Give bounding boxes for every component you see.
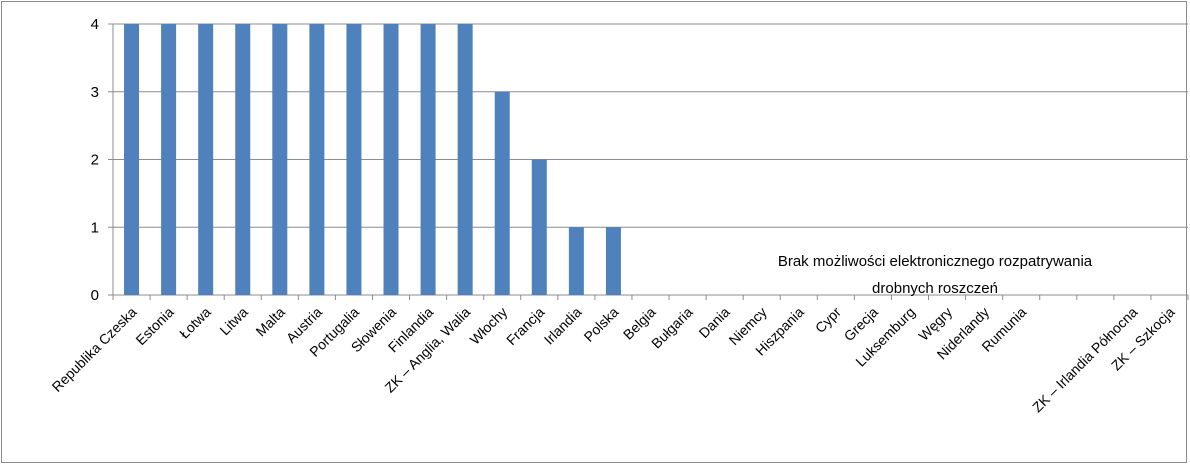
bar	[420, 24, 436, 295]
bar	[124, 24, 140, 295]
x-tick-label: Łotwa	[176, 304, 214, 342]
x-tick-label: Cypr	[812, 304, 844, 336]
x-tick-label: Irlandia	[541, 304, 585, 348]
x-tick-label: Bułgaria	[648, 304, 696, 352]
bar	[272, 24, 288, 295]
y-tick-label: 2	[91, 152, 99, 169]
y-tick-label: 3	[91, 84, 99, 101]
bar	[198, 24, 214, 295]
bar	[383, 24, 399, 295]
bar	[494, 91, 510, 295]
x-tick-label: Republika Czeska	[49, 304, 140, 395]
annotation-text: drobnych roszczeń	[872, 280, 998, 297]
bar	[309, 24, 325, 295]
y-tick-label: 1	[91, 219, 99, 236]
bar	[346, 24, 362, 295]
x-tick-label: Francja	[503, 304, 547, 348]
annotation-text: Brak możliwości elektronicznego rozpatry…	[778, 253, 1093, 270]
bar	[235, 24, 251, 295]
x-tick-label: Włochy	[467, 304, 511, 348]
bar	[531, 159, 547, 295]
bar	[457, 24, 473, 295]
x-tick-label: Polska	[581, 304, 622, 345]
y-tick-label: 4	[91, 16, 99, 33]
bar	[605, 227, 621, 295]
x-tick-label: Estonia	[132, 304, 176, 348]
bar	[568, 227, 584, 295]
x-tick-label: Litwa	[216, 304, 251, 339]
y-tick-label: 0	[91, 287, 99, 304]
bar	[161, 24, 177, 295]
